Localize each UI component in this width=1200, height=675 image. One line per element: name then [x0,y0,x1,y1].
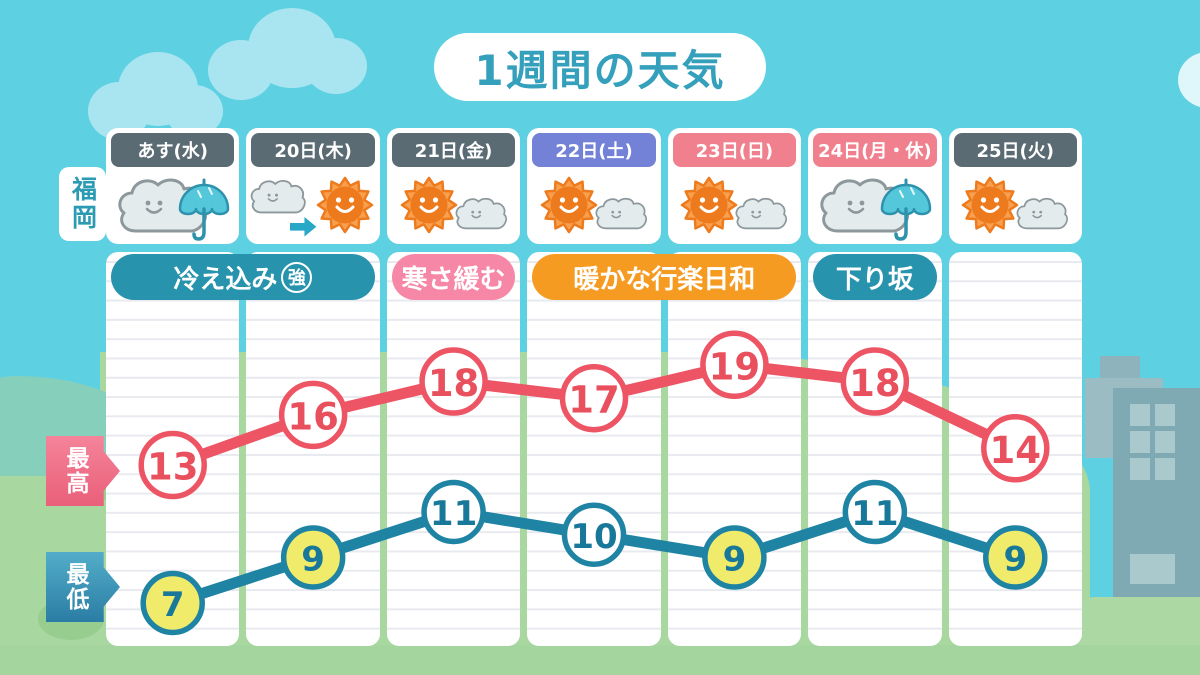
banner-label: 寒さ緩む [401,264,506,295]
weather-icon-box [668,167,801,244]
banner-badge: 強 [281,261,313,293]
cloud-umbrella-icon [118,178,229,241]
weather-icon-box [949,167,1082,244]
banner-1: 寒さ緩む [391,254,516,300]
chart-card-1 [246,252,380,646]
chart-card-3 [527,252,661,646]
day-header: 25日(火) [953,133,1077,167]
day-header: 24日(月・休) [813,133,937,167]
grass-strip [0,645,1200,675]
day-column-3: 22日(土) [527,128,661,244]
weather-icon-box [246,167,379,244]
day-header: あす(水) [111,133,235,167]
day-column-6: 25日(火) [948,128,1082,244]
location-label: 福岡 [59,167,106,241]
day-header: 20日(木) [251,133,375,167]
weather-icon-box [527,167,660,244]
sun-cloud-icon [540,176,647,233]
chart-card-2 [386,252,521,646]
chart-card-5 [808,252,942,646]
day-header: 22日(土) [532,133,656,167]
sun-cloud-icon [961,176,1069,233]
sun-cloud-icon [400,176,507,233]
banner-label: 下り坂 [835,264,914,295]
chart-card-0 [106,252,240,646]
low-temp-tag-text: 最低 [62,562,88,612]
sun-cloud-icon [681,176,788,233]
day-column-2: 21日(金) [386,128,521,244]
page-title-text: 1週間の天気 [474,45,726,95]
banner-0: 冷え込み強 [111,254,375,300]
day-header: 21日(金) [391,133,516,167]
day-columns: あす(水) 20日(木) 21日(金) 22日(土) 23日(日) 24日(月・… [106,128,1082,244]
weather-icon-box [808,167,941,244]
weather-icon-box [106,167,239,244]
page-title: 1週間の天気 [434,33,766,101]
day-column-4: 23日(日) [667,128,802,244]
banner-3: 下り坂 [813,254,937,300]
chart-cards [106,252,1082,646]
weather-icon-box [387,167,520,244]
cloud-umbrella-icon [820,178,932,241]
banner-label: 冷え込み [173,264,278,295]
building-front [1113,388,1200,600]
banner-2: 暖かな行楽日和 [532,254,797,300]
cloud-then-sun-icon [250,176,374,237]
day-column-5: 24日(月・休) [808,128,942,244]
day-header: 23日(日) [672,133,797,167]
chart-card-6 [948,252,1082,646]
banner-label: 暖かな行楽日和 [573,264,756,295]
high-temp-tag-text: 最高 [62,446,88,496]
day-column-0: あす(水) [106,128,240,244]
day-column-1: 20日(木) [246,128,380,244]
location-label-text: 福岡 [68,176,98,232]
chart-card-4 [667,252,802,646]
